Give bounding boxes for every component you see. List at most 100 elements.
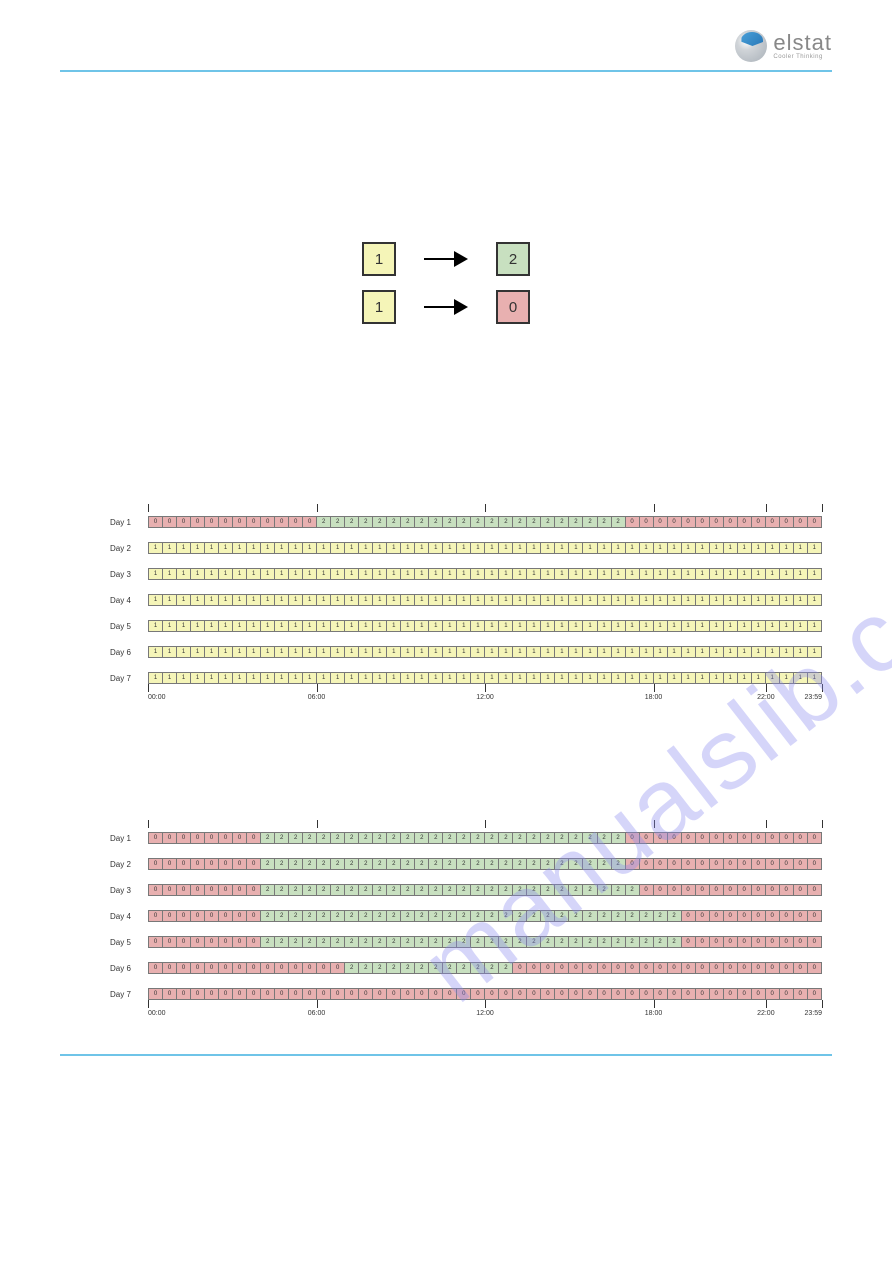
schedule-cell: 1: [498, 620, 513, 632]
schedule-cell: 1: [667, 672, 682, 684]
schedule-cell: 0: [148, 832, 163, 844]
schedule-cell: 1: [428, 672, 443, 684]
schedule-cell: 1: [526, 646, 541, 658]
schedule-cell: 2: [330, 936, 345, 948]
schedule-cell: 0: [611, 988, 626, 1000]
schedule-cell: 0: [456, 988, 471, 1000]
axis-tick: [317, 820, 318, 828]
schedule-cell: 1: [204, 594, 219, 606]
schedule-cell: 0: [190, 910, 205, 922]
schedule-cell: 1: [330, 646, 345, 658]
schedule-cell: 1: [162, 542, 177, 554]
schedule-cell: 2: [568, 884, 583, 896]
schedule-cell: 2: [582, 858, 597, 870]
schedule-cell: 2: [568, 858, 583, 870]
schedule-cell: 1: [344, 542, 359, 554]
schedule-cell: 0: [204, 936, 219, 948]
schedule-cell: 1: [316, 542, 331, 554]
schedule-cell: 1: [709, 620, 724, 632]
brand-logo: elstat Cooler Thinking: [735, 30, 832, 62]
schedule-row: Day 711111111111111111111111111111111111…: [110, 672, 822, 684]
schedule-cell: 0: [709, 988, 724, 1000]
schedule-cell: 0: [653, 858, 668, 870]
schedule-cell: 1: [625, 646, 640, 658]
schedule-cell: 1: [807, 672, 822, 684]
schedule-cell: 0: [470, 988, 485, 1000]
schedule-cell: 0: [246, 936, 261, 948]
schedule-cell: 0: [246, 962, 261, 974]
schedule-cell: 1: [428, 646, 443, 658]
schedule-cell: 2: [470, 516, 485, 528]
schedule-cell: 1: [372, 542, 387, 554]
schedule-cell: 0: [302, 516, 317, 528]
schedule-cell: 0: [807, 962, 822, 974]
schedule-cell: 1: [176, 542, 191, 554]
schedule-cell: 1: [148, 620, 163, 632]
schedule-cell: 1: [246, 594, 261, 606]
schedule-cell: 0: [162, 962, 177, 974]
schedule-cell: 1: [190, 568, 205, 580]
schedule-cell: 2: [428, 936, 443, 948]
schedule-cell: 0: [597, 988, 612, 1000]
schedule-cell: 1: [218, 672, 233, 684]
schedule-cell: 0: [681, 962, 696, 974]
schedule-cell: 1: [316, 646, 331, 658]
schedule-cell: 2: [344, 858, 359, 870]
schedule-cell: 2: [611, 858, 626, 870]
schedule-cell: 2: [288, 910, 303, 922]
schedule-cell: 2: [568, 936, 583, 948]
schedule-cell: 0: [218, 910, 233, 922]
row-label: Day 4: [110, 596, 148, 605]
schedule-cell: 2: [302, 832, 317, 844]
schedule-cell: 2: [428, 516, 443, 528]
schedule-cell: 0: [218, 988, 233, 1000]
axis-ticks-top: [148, 820, 822, 828]
schedule-cell: 2: [316, 832, 331, 844]
schedule-cell: 0: [344, 988, 359, 1000]
schedule-cell: 2: [428, 962, 443, 974]
schedule-cell: 1: [765, 672, 780, 684]
schedule-cell: 2: [582, 832, 597, 844]
schedule-cell: 2: [260, 832, 275, 844]
schedule-cell: 1: [751, 594, 766, 606]
schedule-cell: 0: [260, 988, 275, 1000]
schedule-cell: 0: [204, 962, 219, 974]
schedule-cell: 1: [554, 542, 569, 554]
schedule-cell: 1: [611, 568, 626, 580]
schedule-row: Day 300000000222222222222222222222222222…: [110, 884, 822, 896]
schedule-cell: 2: [526, 832, 541, 844]
schedule-cell: 2: [512, 516, 527, 528]
schedule-cell: 2: [470, 858, 485, 870]
schedule-cell: 1: [611, 594, 626, 606]
schedule-cell: 0: [737, 858, 752, 870]
schedule-cell: 1: [737, 646, 752, 658]
schedule-cell: 1: [554, 620, 569, 632]
schedule-cell: 0: [653, 832, 668, 844]
schedule-cell: 1: [582, 568, 597, 580]
schedule-cell: 2: [372, 962, 387, 974]
schedule-cell: 1: [681, 542, 696, 554]
schedule-cell: 1: [667, 646, 682, 658]
row-cells: 1111111111111111111111111111111111111111…: [148, 672, 822, 684]
schedule-cell: 1: [568, 542, 583, 554]
axis-label: 22:00: [757, 694, 775, 701]
schedule-cell: 1: [330, 568, 345, 580]
schedule-cell: 0: [274, 988, 289, 1000]
schedule-cell: 0: [667, 832, 682, 844]
schedule-cell: 0: [709, 910, 724, 922]
schedule-cell: 0: [302, 962, 317, 974]
schedule-cell: 1: [190, 594, 205, 606]
schedule-cell: 1: [428, 542, 443, 554]
schedule-cell: 0: [190, 858, 205, 870]
schedule-cell: 1: [386, 542, 401, 554]
schedule-cell: 1: [681, 646, 696, 658]
schedule-cell: 0: [779, 884, 794, 896]
axis-tick: [766, 820, 767, 828]
schedule-cell: 0: [582, 988, 597, 1000]
schedule-cell: 2: [260, 858, 275, 870]
schedule-cell: 1: [176, 594, 191, 606]
schedule-cell: 0: [625, 516, 640, 528]
schedule-cell: 0: [765, 858, 780, 870]
schedule-cell: 2: [400, 516, 415, 528]
schedule-cell: 0: [695, 962, 710, 974]
